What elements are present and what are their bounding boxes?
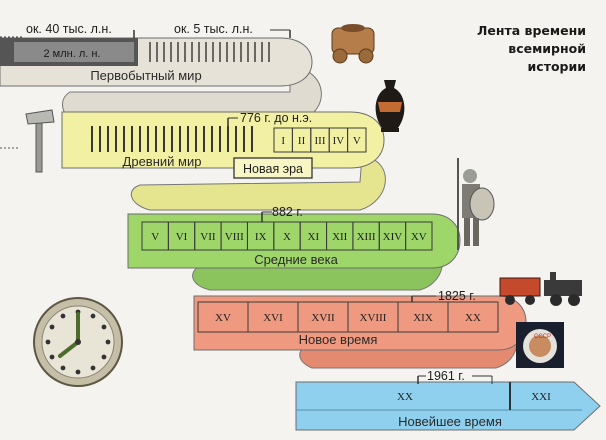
marker-5k: ок. 5 тыс. л.н. [174, 22, 253, 36]
marker-1961: 1961 г. [427, 369, 465, 383]
medieval-label: Средние века [254, 252, 338, 267]
clock-hour-mark [101, 324, 107, 330]
clock-hour-mark [101, 354, 107, 360]
ancient-cell [347, 127, 367, 153]
contemporary-label: Новейшее время [398, 414, 502, 429]
fold-2 [130, 155, 386, 211]
greek-vase-icon [375, 80, 405, 132]
clock-hour-mark [45, 339, 51, 345]
medieval-century-label: XIII [357, 231, 376, 243]
svg-text:СССР: СССР [534, 334, 551, 340]
title-line-2: всемирной [508, 41, 586, 56]
clock-hour-mark [105, 339, 111, 345]
ancient-century-label: I [281, 135, 285, 147]
medieval-knight-icon [457, 158, 495, 250]
medieval-century-label: IX [255, 231, 267, 243]
marker-40k: ок. 40 тыс. л.н. [26, 22, 112, 36]
band-prehistoric: 2 млн. л. н. Первобытный мир [0, 37, 313, 87]
timeline-title: Лента времени всемирной истории [446, 22, 586, 76]
century-xx: XX [397, 391, 413, 403]
prehistoric-inner-label: 2 млн. л. н. [43, 48, 100, 60]
modern-century-label: XVI [263, 312, 283, 324]
clock-hour-mark [75, 369, 81, 375]
band-ancient: I II III IV V Древний мир Новая эра [61, 111, 385, 179]
clay-cart-icon [331, 24, 375, 64]
new-era-box [233, 157, 313, 179]
medieval-century-label: VI [176, 231, 188, 243]
marker-776: 776 г. до н.э. [240, 111, 312, 125]
clock-hour-mark [60, 365, 66, 371]
ancient-century-label: II [298, 135, 306, 147]
modern-century-label: XV [215, 312, 231, 324]
title-line-3: истории [527, 59, 586, 74]
medieval-cell [405, 221, 433, 251]
marker-882: 882 г. [272, 205, 303, 219]
medieval-century-label: VII [200, 231, 216, 243]
clock-hour-mark [90, 365, 96, 371]
modern-century-label: XIX [413, 312, 433, 324]
medieval-century-label: XIV [383, 231, 403, 243]
medieval-century-label: XI [308, 231, 320, 243]
clock-hour-mark [49, 324, 55, 330]
prehistoric-label: Первобытный мир [90, 68, 201, 83]
century-xxi: XXI [531, 391, 551, 403]
marker-1825: 1825 г. [438, 289, 476, 303]
ancient-century-label: IV [333, 135, 345, 147]
clock-icon [33, 297, 123, 387]
clock-hour-mark [60, 313, 66, 319]
steam-locomotive-icon [499, 272, 582, 306]
medieval-century-label: V [151, 231, 159, 243]
title-line-1: Лента времени [477, 23, 586, 38]
band-medieval: V VI VII VIII IX X XI XII XIII XIV XV Средние века [127, 213, 461, 269]
clock-hour-mark [90, 313, 96, 319]
new-era-label: Новая эра [243, 162, 303, 176]
modern-label: Новое время [299, 332, 378, 347]
medieval-century-label: VIII [225, 231, 244, 243]
band-contemporary: XX XXI Новейшее время [295, 381, 601, 431]
medieval-century-label: XII [332, 231, 348, 243]
band-modern: XV XVI XVII XVIII XIX XX Новое время [193, 295, 527, 351]
ancient-century-label: V [353, 135, 361, 147]
modern-cell [447, 301, 499, 333]
stone-axe-icon [25, 109, 55, 173]
modern-century-label: XVII [311, 312, 335, 324]
modern-century-label: XX [465, 312, 481, 324]
medieval-century-label: XV [411, 231, 427, 243]
astronaut-icon: СССР [516, 322, 564, 368]
ancient-century-label: III [315, 135, 326, 147]
medieval-century-label: X [283, 231, 291, 243]
ancient-label: Древний мир [123, 154, 202, 169]
modern-century-label: XVIII [360, 312, 387, 324]
clock-hour-mark [49, 354, 55, 360]
